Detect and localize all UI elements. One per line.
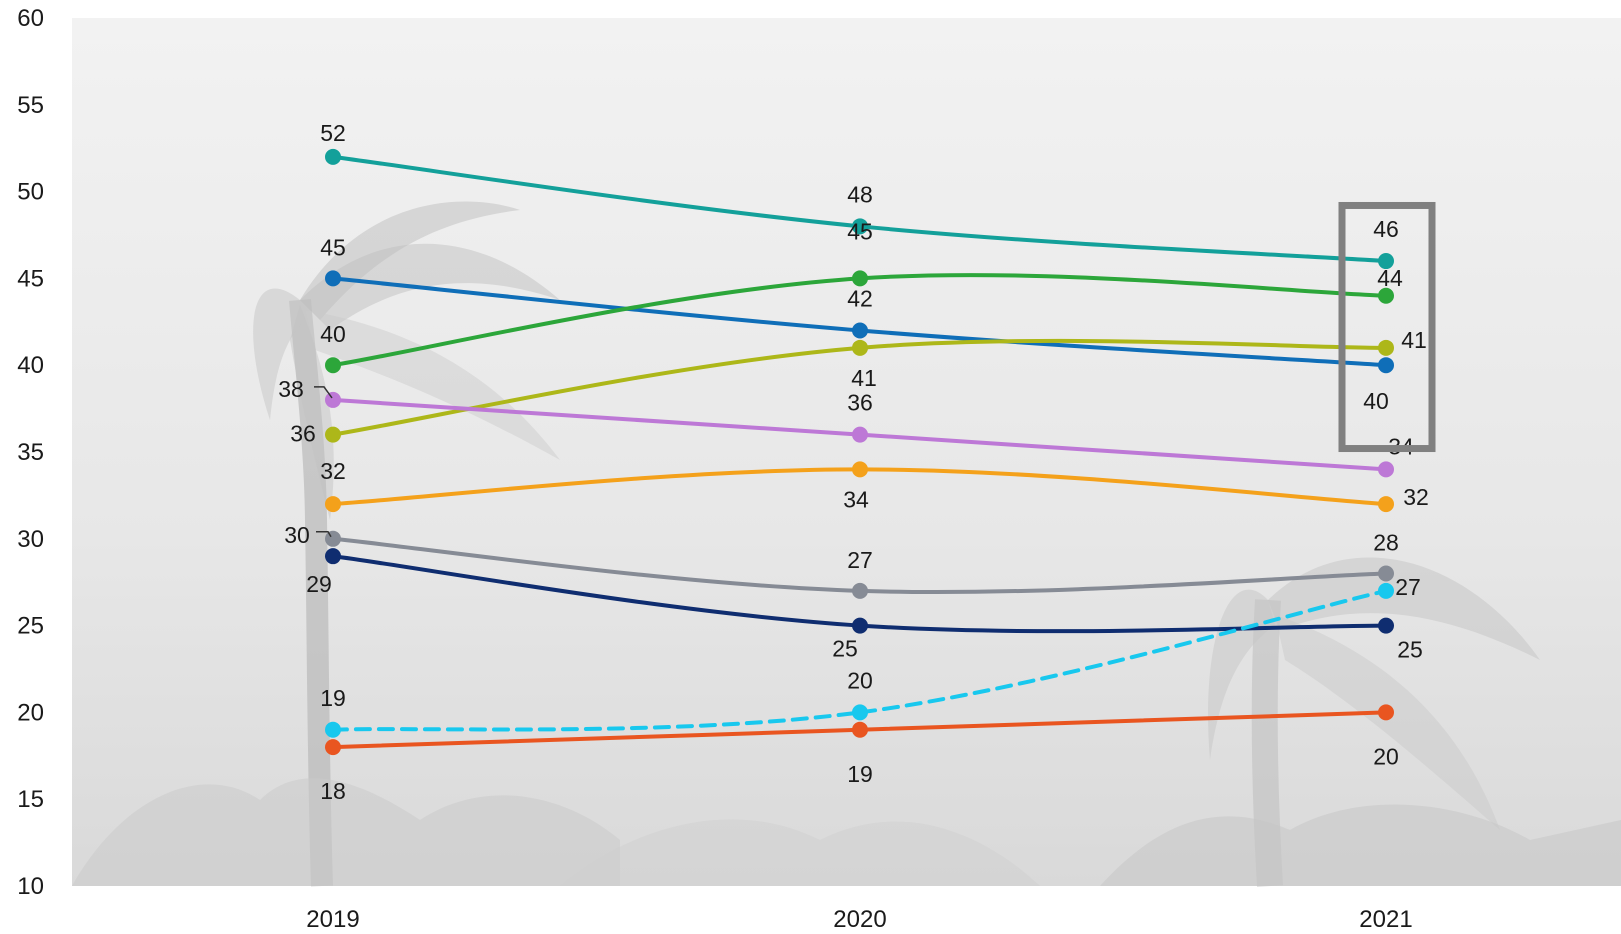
x-tick-label: 2020 <box>833 906 886 933</box>
data-point <box>325 496 341 513</box>
y-tick-label: 20 <box>17 699 44 726</box>
leader-line <box>316 531 332 538</box>
series-0 <box>325 148 1394 270</box>
data-point <box>852 270 868 287</box>
data-label: 27 <box>1395 574 1421 600</box>
series-1 <box>325 270 1394 374</box>
y-tick-label: 45 <box>17 265 44 292</box>
leader-line <box>314 386 333 399</box>
series-9 <box>325 704 1394 756</box>
y-tick-label: 50 <box>17 179 44 206</box>
data-point <box>1378 253 1394 270</box>
data-label: 45 <box>847 218 873 244</box>
data-label: 32 <box>1403 484 1429 510</box>
data-label: 52 <box>320 120 346 146</box>
data-point <box>325 148 341 165</box>
data-point <box>852 582 868 599</box>
data-label: 40 <box>320 321 346 347</box>
data-point <box>1378 582 1394 599</box>
series-5 <box>325 461 1394 513</box>
data-point <box>325 721 341 738</box>
data-label: 45 <box>320 234 346 260</box>
data-label: 19 <box>847 761 873 787</box>
data-point <box>1378 357 1394 374</box>
data-point <box>852 218 868 235</box>
data-point <box>852 322 868 339</box>
data-point <box>1378 496 1394 513</box>
y-tick-label: 30 <box>17 526 44 553</box>
data-point <box>1378 461 1394 478</box>
x-axis: 2019 2020 2021 <box>306 906 1412 933</box>
data-label: 25 <box>1397 637 1423 663</box>
y-axis: 10 15 20 25 30 35 40 45 50 55 60 <box>17 5 44 900</box>
data-point <box>1378 617 1394 634</box>
x-tick-label: 2021 <box>1359 906 1412 933</box>
data-label: 38 <box>278 376 304 402</box>
data-label: 28 <box>1373 530 1399 556</box>
data-label: 20 <box>847 667 873 693</box>
y-tick-label: 60 <box>17 5 44 32</box>
data-label: 25 <box>832 636 858 662</box>
data-point <box>325 357 341 374</box>
data-point <box>852 704 868 721</box>
x-tick-label: 2019 <box>306 906 359 933</box>
data-label: 30 <box>284 522 310 548</box>
data-label: 29 <box>306 571 332 597</box>
data-point <box>325 391 341 408</box>
leader-lines <box>314 386 333 538</box>
data-label: 40 <box>1363 388 1389 414</box>
data-point <box>1378 339 1394 356</box>
data-point <box>325 739 341 756</box>
y-tick-label: 15 <box>17 786 44 813</box>
data-label: 34 <box>843 486 869 512</box>
data-point <box>852 461 868 478</box>
data-point <box>325 270 341 287</box>
data-label: 27 <box>847 547 873 573</box>
y-tick-label: 55 <box>17 92 44 119</box>
data-label: 41 <box>851 365 877 391</box>
data-point <box>325 530 341 547</box>
data-label: 41 <box>1401 327 1427 353</box>
series-3 <box>325 338 1394 443</box>
data-label: 46 <box>1373 216 1399 242</box>
y-tick-label: 25 <box>17 613 44 640</box>
data-label: 36 <box>847 390 873 416</box>
data-label: 19 <box>320 685 346 711</box>
series-4 <box>325 391 1394 478</box>
series-layer <box>325 148 1394 756</box>
data-label: 42 <box>847 285 873 311</box>
highlight-box-2021 <box>1338 201 1436 453</box>
data-label: 20 <box>1373 743 1399 769</box>
series-6 <box>325 530 1394 599</box>
y-tick-label: 35 <box>17 439 44 466</box>
data-point <box>325 548 341 565</box>
data-label: 18 <box>320 778 346 804</box>
y-tick-label: 10 <box>17 873 44 900</box>
y-tick-label: 40 <box>17 352 44 379</box>
data-point <box>852 339 868 356</box>
series-2 <box>325 270 1394 374</box>
series-7 <box>325 548 1394 634</box>
data-label: 44 <box>1377 265 1403 291</box>
data-point <box>1378 565 1394 582</box>
data-label: 36 <box>290 421 316 447</box>
data-label: 48 <box>847 181 873 207</box>
data-point <box>852 721 868 738</box>
data-point <box>852 617 868 634</box>
data-point <box>852 426 868 443</box>
data-label: 32 <box>320 458 346 484</box>
data-point <box>1378 287 1394 304</box>
series-8 <box>325 582 1394 738</box>
data-point <box>1378 704 1394 721</box>
data-point <box>325 426 341 443</box>
